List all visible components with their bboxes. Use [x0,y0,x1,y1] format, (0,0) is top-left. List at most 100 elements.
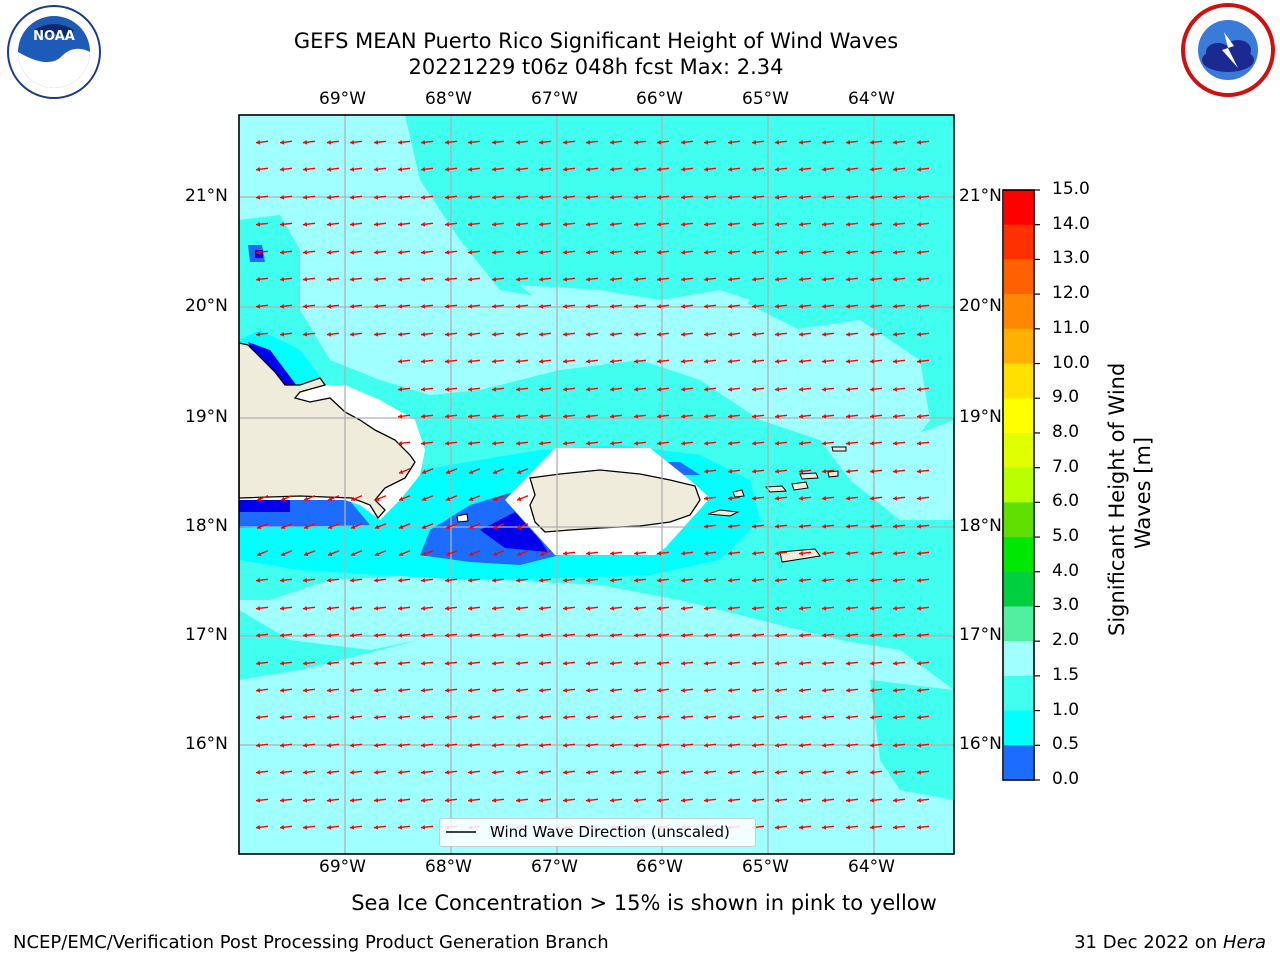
wave-direction-arrowhead [586,714,591,720]
wave-direction-arrowhead [539,249,544,255]
wave-direction-arrowhead [870,797,875,803]
wave-direction-arrowhead [634,577,639,583]
wave-direction-arrowhead [775,276,780,282]
wave-direction-arrowhead [681,742,686,748]
wave-direction-arrowhead [468,386,473,392]
wave-direction-arrowhead [657,660,662,666]
wave-direction-arrowhead [704,468,709,474]
wave-direction-arrowhead [563,687,568,693]
wave-direction-arrowhead [799,824,804,830]
wave-direction-arrowhead [516,714,521,720]
wave-direction-arrowhead [492,551,498,556]
wave-direction-arrowhead [870,249,875,255]
wave-direction-arrowhead [563,605,568,611]
wave-direction-arrowhead [492,194,497,200]
wave-direction-arrowhead [634,303,639,309]
wave-direction-arrowhead [468,797,473,803]
wave-direction-arrowhead [752,714,757,720]
wave-direction-arrowhead [846,687,851,693]
wave-direction-arrowhead [303,577,308,583]
wave-direction-arrowhead [421,524,427,529]
wave-direction-arrowhead [917,303,922,309]
branch-name: NCEP/EMC/Verification Post Processing Pr… [13,932,609,953]
wave-direction-arrowhead [492,496,498,501]
wave-direction-arrowhead [775,577,780,583]
wave-direction-arrowhead [398,386,403,392]
wave-direction-arrowhead [870,550,875,556]
wave-direction-arrowhead [586,632,591,638]
wave-direction-arrowhead [657,249,662,255]
wave-direction-arrowhead [421,194,426,200]
wave-direction-arrowhead [799,769,804,775]
wave-direction-arrowhead [586,687,591,693]
wave-direction-arrowhead [421,469,427,474]
wave-direction-arrowhead [303,221,308,227]
wave-direction-arrowhead [398,660,403,666]
wave-direction-arrowhead [516,331,521,337]
wave-direction-arrowhead [870,440,875,446]
colorbar-tick-label: 13.0 [1052,248,1090,269]
wave-direction-arrowhead [256,276,261,282]
wave-direction-arrowhead [327,551,333,556]
wave-direction-arrowhead [374,714,379,720]
wave-direction-arrowhead [870,687,875,693]
wave-direction-arrowhead [893,139,898,145]
wave-direction-arrowhead [468,742,473,748]
wave-direction-arrowhead [586,249,591,255]
land-anegada [831,446,847,452]
wave-direction-arrowhead [752,550,757,556]
wave-direction-arrowhead [893,166,898,172]
wave-direction-arrowhead [280,797,285,803]
wave-direction-arrowhead [775,660,780,666]
wave-direction-arrowhead [634,687,639,693]
wave-direction-arrowhead [350,824,355,830]
wave-direction-arrowhead [681,221,686,227]
wave-direction-arrowhead [610,714,615,720]
wave-direction-arrowhead [280,524,286,529]
wave-direction-arrowhead [280,221,285,227]
wave-direction-arrowhead [799,797,804,803]
wave-direction-arrowhead [775,605,780,611]
wave-direction-arrowhead [563,769,568,775]
map-legend: Wind Wave Direction (unscaled) [439,818,756,847]
wave-direction-arrowhead [445,386,450,392]
wave-direction-arrowhead [704,523,709,529]
wave-direction-arrowhead [492,303,497,309]
wave-direction-arrowhead [870,824,875,830]
wave-direction-arrowhead [657,413,662,419]
wave-direction-arrowhead [492,139,497,145]
wave-direction-arrowhead [822,632,827,638]
wave-direction-arrowhead [492,769,497,775]
wave-direction-arrowhead [445,249,450,255]
wave-direction-arrowhead [728,523,733,529]
wave-direction-arrowhead [468,632,473,638]
wave-direction-arrowhead [303,769,308,775]
wave-direction-arrowhead [468,496,474,501]
wave-direction-arrowhead [586,550,591,556]
wave-direction-arrowhead [917,139,922,145]
wave-direction-arrowhead [775,632,780,638]
map-frame [238,114,955,855]
legend-label: Wind Wave Direction (unscaled) [490,823,730,841]
wave-direction-arrowhead [681,660,686,666]
wave-direction-arrowhead [634,413,639,419]
wave-direction-arrowhead [492,687,497,693]
wave-direction-arrowhead [610,249,615,255]
wave-direction-arrowhead [374,166,379,172]
wave-direction-arrowhead [917,166,922,172]
wave-direction-arrowhead [893,769,898,775]
wave-direction-arrowhead [350,524,356,529]
wave-direction-arrowhead [917,824,922,830]
wave-direction-arrowhead [775,769,780,775]
colorbar-tick-label: 2.0 [1052,630,1080,651]
wave-direction-arrowhead [586,358,591,364]
wave-direction-arrowhead [704,632,709,638]
wave-direction-arrowhead [421,166,426,172]
wave-direction-arrowhead [468,303,473,309]
wave-direction-arrowhead [634,331,639,337]
wave-direction-arrowhead [822,413,827,419]
lon-label-bottom: 69°W [319,857,366,877]
wave-direction-arrowhead [846,769,851,775]
wave-direction-arrowhead [752,742,757,748]
wave-direction-arrowhead [775,824,780,830]
